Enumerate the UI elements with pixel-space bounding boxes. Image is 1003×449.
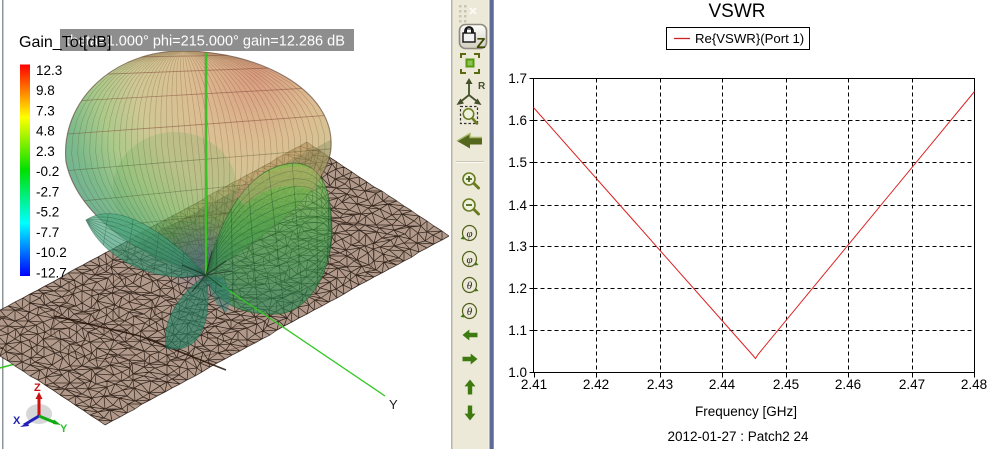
svg-text:1.4: 1.4 [508, 198, 527, 213]
svg-text:2.47: 2.47 [899, 377, 925, 392]
svg-text:12.3: 12.3 [36, 63, 62, 78]
svg-text:1.3: 1.3 [508, 239, 527, 254]
svg-text:-7.7: -7.7 [36, 225, 59, 240]
svg-text:φ: φ [466, 254, 472, 266]
svg-text:-12.7: -12.7 [36, 265, 67, 280]
svg-text:1.7: 1.7 [508, 71, 527, 86]
svg-text:Gain_Tot[dB]: Gain_Tot[dB] [19, 34, 112, 51]
svg-text:2.45: 2.45 [773, 377, 799, 392]
svg-text:2.3: 2.3 [36, 144, 55, 159]
svg-text:2.46: 2.46 [835, 377, 861, 392]
svg-text:2.41: 2.41 [521, 377, 547, 392]
svg-text:2012-01-27 : Patch2 24: 2012-01-27 : Patch2 24 [667, 429, 809, 444]
svg-text:Y: Y [389, 397, 398, 412]
svg-text:2.42: 2.42 [583, 377, 609, 392]
svg-text:2.44: 2.44 [709, 377, 736, 392]
svg-text:θ: θ [467, 280, 473, 292]
svg-text:-2.7: -2.7 [36, 184, 59, 199]
svg-text:1.2: 1.2 [508, 281, 527, 296]
svg-text:-10.2: -10.2 [36, 245, 67, 260]
svg-text:9.8: 9.8 [36, 83, 55, 98]
svg-text:theta=1.000° phi=215.000° gain: theta=1.000° phi=215.000° gain=12.286 dB [66, 34, 345, 50]
svg-text:2.48: 2.48 [961, 377, 987, 392]
svg-text:θ: θ [467, 306, 473, 318]
svg-text:4.8: 4.8 [36, 124, 55, 139]
svg-text:1.1: 1.1 [508, 323, 527, 338]
svg-text:VSWR: VSWR [709, 1, 766, 22]
svg-text:Re{VSWR}(Port 1): Re{VSWR}(Port 1) [695, 31, 804, 46]
svg-text:1.6: 1.6 [508, 113, 527, 128]
svg-text:Y: Y [60, 423, 68, 435]
svg-text:1.0: 1.0 [508, 365, 527, 380]
svg-text:Z: Z [34, 382, 41, 394]
svg-text:1.5: 1.5 [508, 155, 527, 170]
svg-text:X: X [13, 415, 21, 427]
svg-text:φ: φ [466, 228, 472, 240]
svg-text:-0.2: -0.2 [36, 164, 59, 179]
svg-text:7.3: 7.3 [36, 103, 55, 118]
svg-text:R: R [478, 81, 486, 92]
svg-text:Frequency [GHz]: Frequency [GHz] [695, 404, 797, 419]
svg-text:2.43: 2.43 [647, 377, 673, 392]
svg-text:Z: Z [476, 35, 485, 52]
svg-text:-5.2: -5.2 [36, 205, 59, 220]
